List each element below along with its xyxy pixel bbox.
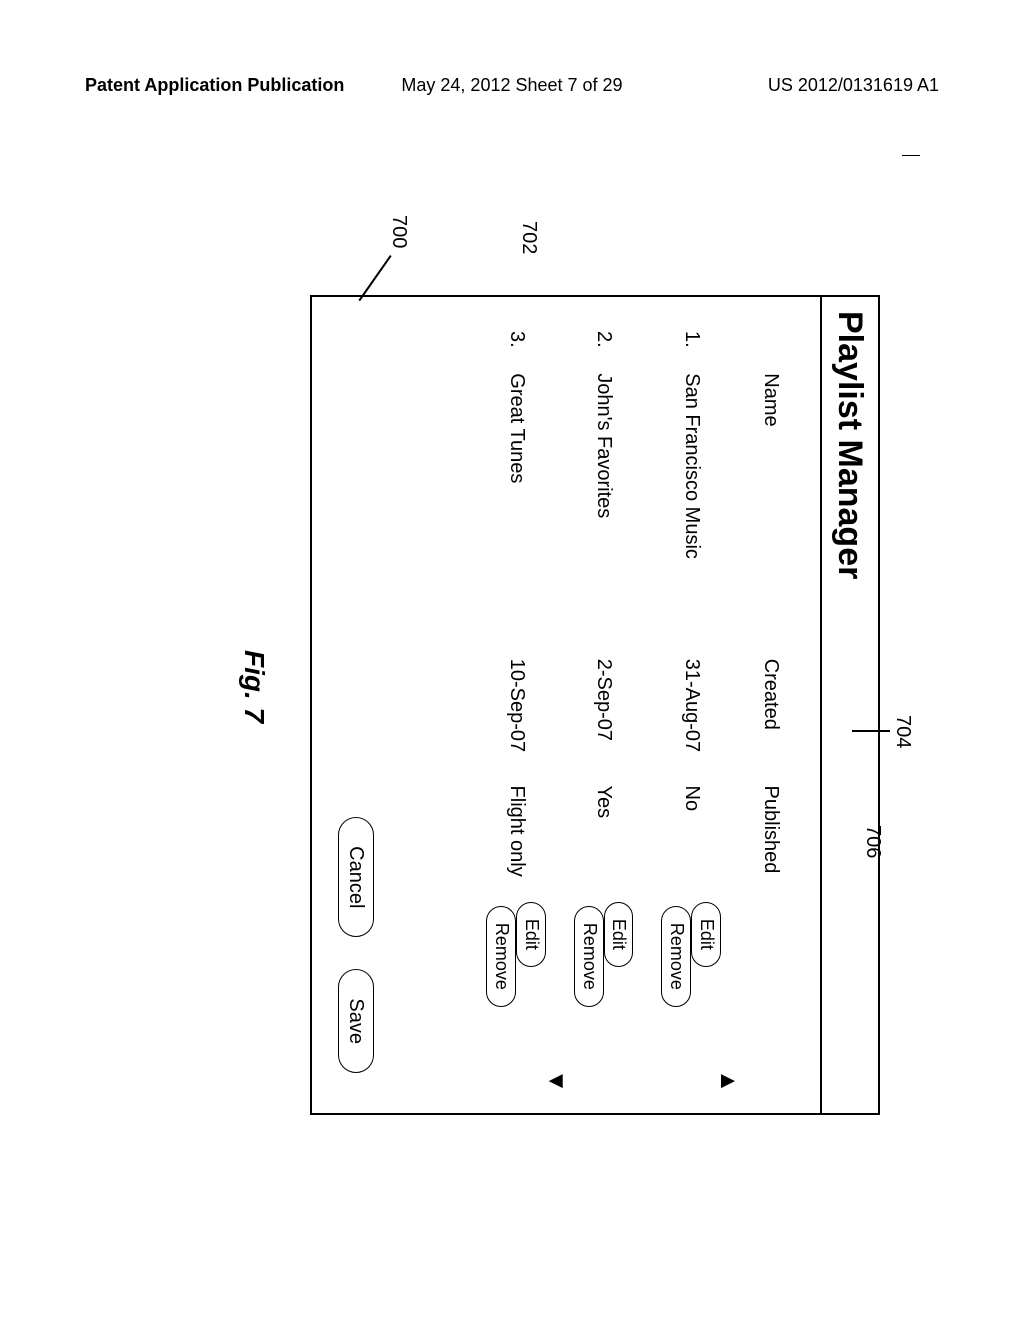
row-name: Great Tunes (472, 369, 560, 654)
ref-704-line (852, 730, 890, 732)
edit-button[interactable]: Edit (516, 902, 546, 967)
row-published: No (647, 782, 735, 898)
table-header-row: Name Created Published (735, 327, 792, 1067)
save-button[interactable]: Save (338, 969, 374, 1073)
row-actions: Edit Remove (472, 898, 560, 1067)
col-actions (735, 898, 792, 1067)
row-created: 2-Sep-07 (560, 655, 648, 782)
ref-706-line (902, 155, 920, 156)
row-actions: Edit Remove (647, 898, 735, 1067)
col-number (735, 327, 792, 369)
figure-inner: Playlist Manager Name Created Published (100, 155, 920, 1205)
edit-button[interactable]: Edit (604, 902, 634, 967)
header-center: May 24, 2012 Sheet 7 of 29 (322, 75, 702, 96)
ref-700: 700 (387, 215, 410, 248)
col-created: Created (735, 655, 792, 782)
figure-caption: Fig. 7 (238, 650, 270, 723)
table-row: 3. Great Tunes 10-Sep-07 Flight only Edi… (472, 327, 560, 1067)
scroll-down-icon[interactable]: ▼ (542, 1069, 570, 1093)
figure-rotated-wrap: Playlist Manager Name Created Published (0, 155, 920, 975)
row-published: Yes (560, 782, 648, 898)
footer-buttons: Cancel Save (338, 817, 374, 1073)
row-name: San Francisco Music (647, 369, 735, 654)
edit-button[interactable]: Edit (691, 902, 721, 967)
row-name: John's Favorites (560, 369, 648, 654)
remove-button[interactable]: Remove (661, 906, 691, 1007)
playlist-table-wrap: Name Created Published 1. San Francisco … (472, 327, 792, 1067)
header-left: Patent Application Publication (85, 75, 344, 96)
panel-body: Name Created Published 1. San Francisco … (312, 297, 820, 1113)
remove-button[interactable]: Remove (486, 906, 516, 1007)
row-actions: Edit Remove (560, 898, 648, 1067)
row-created: 31-Aug-07 (647, 655, 735, 782)
remove-button[interactable]: Remove (574, 906, 604, 1007)
row-number: 2. (560, 327, 648, 369)
row-created: 10-Sep-07 (472, 655, 560, 782)
playlist-table: Name Created Published 1. San Francisco … (472, 327, 792, 1067)
ref-706: 706 (861, 825, 884, 858)
col-published: Published (735, 782, 792, 898)
page-header: Patent Application Publication May 24, 2… (0, 75, 1024, 96)
cancel-button[interactable]: Cancel (338, 817, 374, 937)
panel-title: Playlist Manager (831, 311, 870, 579)
title-bar: Playlist Manager (820, 297, 878, 1113)
header-right: US 2012/0131619 A1 (768, 75, 939, 96)
table-row: 1. San Francisco Music 31-Aug-07 No Edit… (647, 327, 735, 1067)
row-number: 1. (647, 327, 735, 369)
playlist-manager-panel: Playlist Manager Name Created Published (310, 295, 880, 1115)
scroll-up-icon[interactable]: ▲ (714, 1069, 742, 1093)
row-published: Flight only (472, 782, 560, 898)
ref-702: 702 (517, 221, 540, 254)
col-name: Name (735, 369, 792, 654)
table-row: 2. John's Favorites 2-Sep-07 Yes Edit Re… (560, 327, 648, 1067)
ref-704: 704 (891, 715, 914, 748)
row-number: 3. (472, 327, 560, 369)
